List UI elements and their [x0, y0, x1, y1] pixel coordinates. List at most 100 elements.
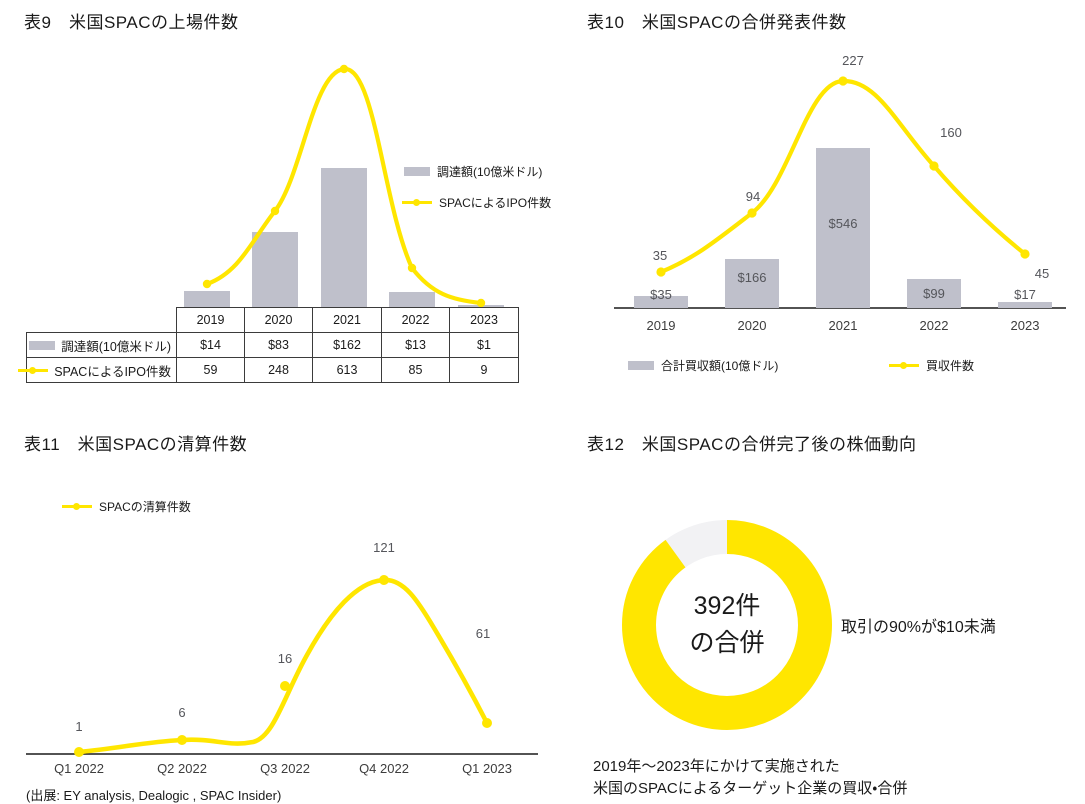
panel3-label-q3-2022: 16	[277, 651, 293, 666]
panel3-label-q1-2022: 1	[75, 719, 83, 734]
panel2-legend-line-label: 買収件数	[926, 359, 975, 373]
table-cell: $162	[312, 332, 382, 358]
panel2-bars	[634, 148, 1052, 308]
bar-2021	[321, 168, 367, 307]
table-col-year-3: 2022	[381, 307, 450, 333]
bar-2020	[252, 232, 298, 307]
panel2-xtick-2021: 2021	[828, 318, 858, 333]
line-swatch-icon	[62, 501, 92, 512]
panel3-xtick-q1-2022: Q1 2022	[54, 761, 104, 776]
bar-swatch-icon	[404, 167, 430, 176]
bar-2020	[725, 259, 779, 308]
bar-2019	[184, 291, 230, 307]
panel-spac-ipo-count: 表9 米国SPACの上場件数 調達額(10億米	[0, 0, 551, 400]
panel3-point-q1-2023	[482, 718, 492, 728]
panel3-title: 表11 米国SPACの清算件数	[24, 435, 248, 454]
table-rowhead-funding-label: 調達額(10億米ドル)	[61, 339, 171, 354]
panel1-legend-line-label: SPACによるIPO件数	[439, 196, 552, 210]
panel3-xtick-q3-2022: Q3 2022	[260, 761, 310, 776]
panel2-bar-label-2021: $546	[828, 216, 858, 231]
panel2-line-label-2019: 35	[652, 248, 668, 263]
panel2-title: 表10 米国SPACの合併発表件数	[587, 13, 847, 32]
table-rowhead-funding: 調達額(10億米ドル)	[26, 332, 177, 358]
table-col-year-1: 2020	[244, 307, 313, 333]
panel1-legend-line: SPACによるIPO件数	[402, 194, 551, 211]
panel1-point-2019	[202, 279, 212, 289]
bar-2022	[907, 279, 961, 308]
table-row-header: 2019 2020 2021 2022 2023	[27, 307, 519, 333]
panel3-point-q1-2022	[74, 747, 84, 757]
panel2-bar-label-2023: $17	[1014, 287, 1036, 302]
table-corner-cell	[27, 308, 177, 333]
table-rowhead-ipo: SPACによるIPO件数	[18, 357, 177, 383]
panel3-legend-line: SPACの清算件数	[62, 498, 191, 515]
panel2-point-2021	[838, 76, 848, 86]
panel2-point-2020	[747, 208, 757, 218]
panel2-xtick-2023: 2023	[1010, 318, 1040, 333]
panel3-svg	[26, 575, 538, 757]
panel1-legend-bar-label: 調達額(10億米ドル)	[437, 165, 543, 179]
panel4-donut-svg	[622, 520, 832, 730]
bar-2022	[389, 292, 435, 307]
panel2-line-label-2022: 160	[940, 125, 962, 140]
panel4-donut: 392件 の合併	[617, 515, 837, 735]
panel2-legend-line: 買収件数	[889, 357, 974, 374]
table-cell: $14	[176, 332, 245, 358]
panel2-svg	[614, 76, 1066, 309]
panel-spac-merger-announcements: 表10 米国SPACの合併発表件数 35	[545, 0, 1085, 400]
panel1-data-table: 2019 2020 2021 2022 2023 調達額(10億米ドル) $14…	[18, 307, 519, 383]
bar-swatch-icon	[628, 361, 654, 370]
table-rowhead-ipo-label: SPACによるIPO件数	[54, 364, 171, 379]
panel2-xtick-2022: 2022	[919, 318, 949, 333]
table-cell: 59	[176, 357, 245, 383]
panel2-line-label-2020: 94	[745, 189, 761, 204]
panel-spac-liquidations: 表11 米国SPACの清算件数 SPACの清算件数 1 6 16 121 61 …	[0, 420, 545, 803]
panel3-point-q3-2022	[280, 681, 290, 691]
line-swatch-icon	[402, 197, 432, 208]
panel4-title: 表12 米国SPACの合併完了後の株価動向	[587, 435, 917, 454]
panel1-point-2020	[270, 206, 280, 216]
panel4-caption: 2019年～2023年にかけて実施された 米国のSPACによるターゲット企業の買…	[593, 756, 907, 800]
panel2-bar-label-2022: $99	[923, 286, 945, 301]
panel1-title: 表9 米国SPACの上場件数	[24, 13, 239, 32]
table-cell: 85	[381, 357, 450, 383]
panel3-legend-line-label: SPACの清算件数	[99, 500, 191, 514]
panel3-point-q2-2022	[177, 735, 187, 745]
bar-2021	[816, 148, 870, 308]
panel2-line-label-2023: 45	[1034, 266, 1050, 281]
panel2-bar-label-2020: $166	[737, 270, 767, 285]
panel1-point-2022	[407, 263, 417, 273]
panel4-caption-line2: 米国のSPACによるターゲット企業の買収・合併	[593, 779, 908, 797]
panel3-point-q4-2022	[379, 575, 389, 585]
table-cell: 9	[449, 357, 519, 383]
bar-2019	[634, 296, 688, 308]
panel1-point-2023	[476, 298, 486, 308]
panel4-caption-line1: 2019年～2023年にかけて実施された	[593, 758, 840, 775]
panel2-line-series	[656, 76, 1030, 277]
line-swatch-icon	[18, 365, 49, 376]
table-cell: 613	[312, 357, 382, 383]
panel1-point-2021	[339, 64, 349, 74]
panel4-callout: 取引の90%が$10未満	[841, 619, 996, 636]
bar-swatch-icon	[29, 340, 56, 350]
table-row: 調達額(10億米ドル) $14 $83 $162 $13 $1	[26, 332, 519, 358]
panel2-point-2023	[1020, 249, 1030, 259]
panel2-xtick-2020: 2020	[737, 318, 767, 333]
panel3-line-series	[74, 575, 492, 757]
table-row: SPACによるIPO件数 59 248 613 85 9	[18, 357, 519, 383]
panel1-legend-bar: 調達額(10億米ドル)	[404, 163, 542, 180]
panel1-line-series	[202, 64, 486, 308]
table-col-year-2: 2021	[312, 307, 382, 333]
panel3-source-note: (出展: EY analysis, Dealogic , SPAC Inside…	[26, 788, 282, 803]
panel2-plot	[545, 0, 1085, 320]
panel3-xtick-q1-2023: Q1 2023	[462, 761, 512, 776]
table-cell: $1	[449, 332, 519, 358]
panel2-point-2022	[929, 161, 939, 171]
table-cell: 248	[244, 357, 313, 383]
panel1-svg	[184, 64, 504, 308]
donut-slice-under-10-dollars	[622, 520, 832, 730]
table-cell: $83	[244, 332, 313, 358]
panel2-legend-bar: 合計買収額(10億ドル)	[628, 357, 778, 374]
bar-2023	[998, 302, 1052, 308]
table-col-year-0: 2019	[176, 307, 245, 333]
